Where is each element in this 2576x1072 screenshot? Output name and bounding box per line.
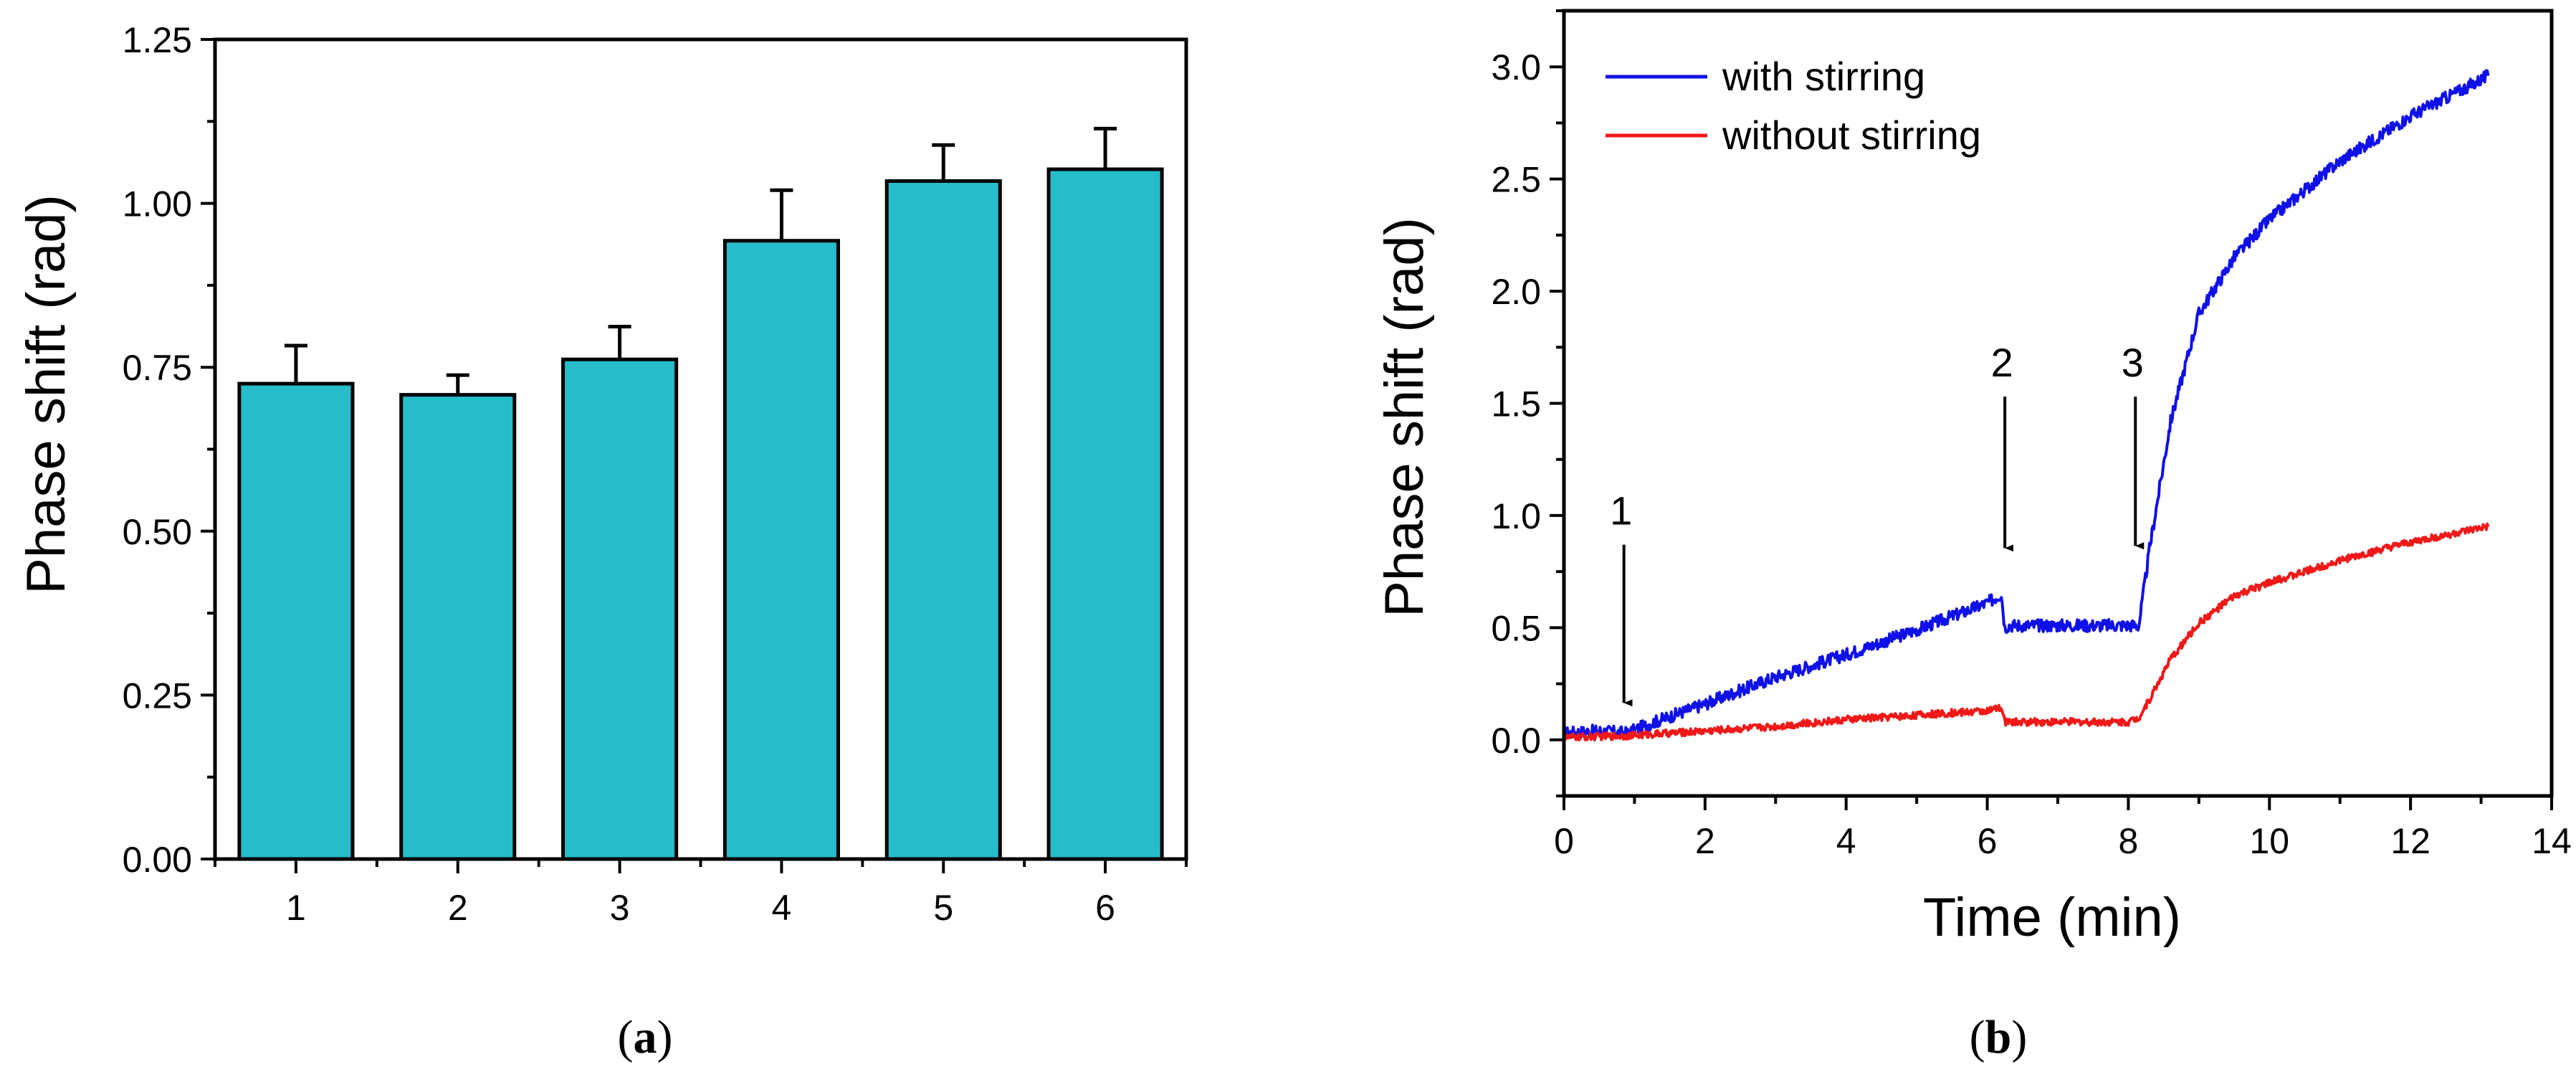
bar — [722, 239, 840, 861]
bar — [884, 179, 1002, 861]
y-tick-label: 0.5 — [1491, 608, 1541, 648]
y-tick-label: 2.0 — [1491, 272, 1541, 312]
panel-label-b-close: ) — [2011, 1011, 2027, 1063]
y-tick-label: 3.0 — [1491, 47, 1541, 87]
y-tick-label: 1.5 — [1491, 384, 1541, 424]
bar-chart-y-axis-title: Phase shift (rad) — [16, 194, 77, 594]
bar-chart-plot-area: 1 2 3 4 5 6 0.00 0.25 0.50 0.75 1.00 1.25 — [123, 20, 1188, 928]
legend: with stirring without stirring — [1606, 54, 1981, 158]
y-tick-label: 0.75 — [123, 348, 192, 388]
bar — [1046, 167, 1164, 861]
line-chart-frame — [1562, 9, 2554, 798]
annotation-label: 2 — [1991, 340, 2013, 385]
bar — [399, 393, 517, 861]
legend-label-with-stirring: with stirring — [1722, 54, 1925, 99]
y-tick-label: 1.25 — [123, 20, 192, 60]
y-tick-label: 0.0 — [1491, 721, 1541, 761]
x-tick-label: 8 — [2119, 821, 2139, 861]
panel-label-b-open: ( — [1970, 1011, 1985, 1063]
y-tick-label: 0.00 — [123, 840, 192, 880]
series-line-with-stirring — [1563, 69, 2490, 741]
y-tick-label: 0.25 — [123, 675, 192, 716]
x-tick-label: 0 — [1554, 821, 1574, 861]
x-tick-label: 6 — [1978, 821, 1998, 861]
y-tick-label: 2.5 — [1491, 160, 1541, 200]
x-tick-label: 4 — [1836, 821, 1856, 861]
line-chart-y-axis-title: Phase shift (rad) — [1374, 217, 1435, 617]
line-chart-x-axis-title: Time (min) — [1923, 887, 2181, 948]
bar-chart-panel: 1 2 3 4 5 6 0.00 0.25 0.50 0.75 1.00 1.25 Phase shi… — [16, 20, 1188, 1063]
x-tick-label: 2 — [1695, 821, 1715, 861]
line-chart-plot-area: 12 30 2 4 6 8 10 12 140.00.51.01.52.02.53.0 — [1491, 9, 2572, 861]
x-tick-label: 6 — [1095, 888, 1115, 928]
x-tick-label: 14 — [2532, 821, 2572, 861]
bar — [237, 381, 355, 861]
x-tick-label: 5 — [933, 888, 953, 928]
y-tick-label: 0.50 — [123, 512, 192, 552]
bar — [561, 357, 679, 861]
y-tick-label: 1.0 — [1491, 496, 1541, 536]
x-tick-label: 12 — [2390, 821, 2430, 861]
panel-label-a-close: ) — [657, 1011, 673, 1063]
panel-label-a: (a) — [618, 1011, 673, 1063]
x-tick-label: 2 — [448, 888, 468, 928]
panel-label-b: (b) — [1970, 1011, 2028, 1063]
legend-label-without-stirring: without stirring — [1722, 113, 1981, 158]
annotation-label: 3 — [2122, 340, 2144, 385]
x-tick-label: 10 — [2249, 821, 2289, 861]
panel-label-b-letter: b — [1985, 1011, 2012, 1063]
line-chart-panel: 12 30 2 4 6 8 10 12 140.00.51.01.52.02.53.0 Phas… — [1374, 9, 2572, 1063]
x-tick-label: 3 — [610, 888, 630, 928]
bar-chart-frame — [213, 37, 1188, 861]
y-tick-label: 1.00 — [123, 184, 192, 224]
annotation-label: 1 — [1610, 488, 1632, 533]
x-tick-label: 1 — [286, 888, 306, 928]
x-tick-label: 4 — [772, 888, 792, 928]
panel-label-a-open: ( — [618, 1011, 634, 1063]
panel-label-a-letter: a — [634, 1011, 657, 1063]
series-line-without-stirring — [1563, 522, 2490, 741]
